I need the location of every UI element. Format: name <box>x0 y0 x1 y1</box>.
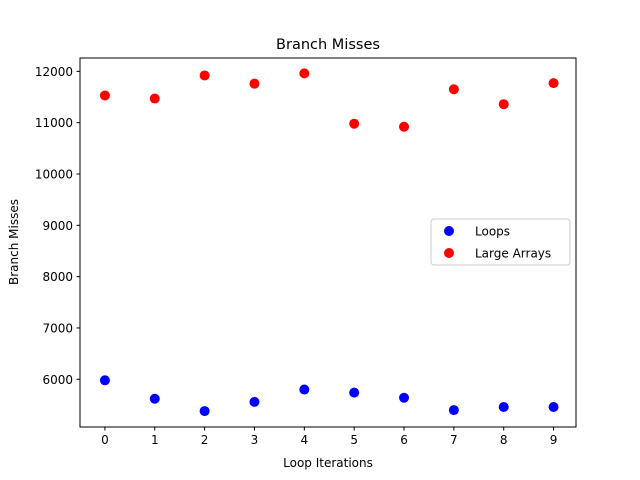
point-loops <box>349 387 360 398</box>
legend-marker-loops <box>444 226 454 236</box>
point-large-arrays <box>199 70 210 81</box>
y-axis-ticks: 6000 7000 8000 9000 10000 11000 12000 <box>35 65 80 387</box>
x-tick-label: 5 <box>350 433 358 447</box>
point-loops <box>149 393 160 404</box>
point-loops <box>399 392 410 403</box>
point-large-arrays <box>149 93 160 104</box>
y-tick-label: 12000 <box>35 65 73 79</box>
point-loops <box>299 384 310 395</box>
plot-frame <box>79 57 577 428</box>
legend: Loops Large Arrays <box>430 218 571 266</box>
x-axis-ticks: 0 1 2 3 4 5 6 7 8 9 <box>101 427 557 447</box>
point-loops <box>249 396 260 407</box>
x-tick-label: 2 <box>201 433 209 447</box>
point-loops <box>448 405 459 416</box>
point-loops <box>199 406 210 417</box>
x-tick-label: 0 <box>101 433 109 447</box>
point-large-arrays <box>548 78 559 89</box>
y-tick-label: 8000 <box>42 270 73 284</box>
x-tick-label: 1 <box>151 433 159 447</box>
x-axis-title: Loop Iterations <box>283 456 373 470</box>
x-tick-label: 7 <box>450 433 458 447</box>
legend-label-loops: Loops <box>475 225 510 239</box>
point-large-arrays <box>448 84 459 95</box>
x-tick-label: 3 <box>251 433 259 447</box>
x-tick-label: 8 <box>500 433 508 447</box>
point-large-arrays <box>399 121 410 132</box>
y-tick-label: 7000 <box>42 321 73 335</box>
y-tick-label: 10000 <box>35 167 73 181</box>
point-large-arrays <box>498 99 509 110</box>
point-large-arrays <box>299 68 310 79</box>
x-tick-label: 6 <box>400 433 408 447</box>
y-tick-label: 6000 <box>42 373 73 387</box>
data-points <box>99 68 559 417</box>
chart-title: Branch Misses <box>276 37 380 53</box>
point-large-arrays <box>99 90 110 101</box>
legend-box <box>430 218 571 266</box>
y-tick-label: 11000 <box>35 116 73 130</box>
x-tick-label: 9 <box>550 433 558 447</box>
legend-marker-large-arrays <box>444 248 454 258</box>
y-axis-title: Branch Misses <box>7 199 21 285</box>
legend-label-large-arrays: Large Arrays <box>475 247 551 261</box>
point-loops <box>99 375 110 386</box>
point-large-arrays <box>349 118 360 129</box>
y-tick-label: 9000 <box>42 219 73 233</box>
point-large-arrays <box>249 78 260 89</box>
point-loops <box>498 401 509 412</box>
point-loops <box>548 401 559 412</box>
x-tick-label: 4 <box>301 433 309 447</box>
